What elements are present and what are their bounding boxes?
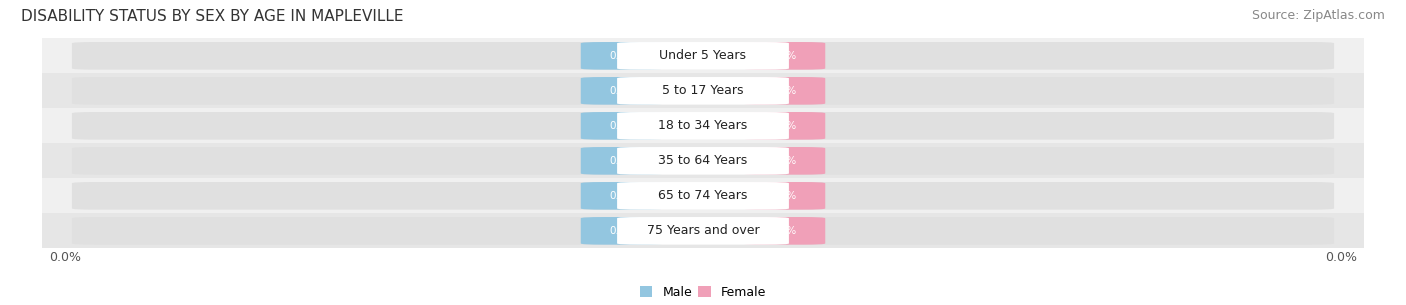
Bar — [42, 38, 1364, 73]
FancyBboxPatch shape — [72, 77, 1334, 105]
Text: 0.0%: 0.0% — [770, 226, 797, 236]
Text: 0.0%: 0.0% — [609, 226, 636, 236]
FancyBboxPatch shape — [72, 217, 1334, 245]
Text: 0.0%: 0.0% — [609, 86, 636, 96]
FancyBboxPatch shape — [742, 42, 825, 70]
FancyBboxPatch shape — [742, 112, 825, 140]
FancyBboxPatch shape — [617, 182, 789, 210]
Text: Source: ZipAtlas.com: Source: ZipAtlas.com — [1251, 9, 1385, 22]
Bar — [42, 73, 1364, 108]
FancyBboxPatch shape — [617, 112, 789, 140]
Bar — [42, 214, 1364, 248]
Text: 75 Years and over: 75 Years and over — [647, 224, 759, 237]
Text: 0.0%: 0.0% — [609, 156, 636, 166]
FancyBboxPatch shape — [581, 112, 664, 140]
Text: 18 to 34 Years: 18 to 34 Years — [658, 119, 748, 132]
Bar — [42, 143, 1364, 178]
Legend: Male, Female: Male, Female — [636, 281, 770, 304]
Bar — [42, 178, 1364, 213]
Text: 0.0%: 0.0% — [770, 51, 797, 61]
FancyBboxPatch shape — [72, 112, 1334, 140]
FancyBboxPatch shape — [581, 42, 664, 70]
Text: 5 to 17 Years: 5 to 17 Years — [662, 84, 744, 97]
Text: Under 5 Years: Under 5 Years — [659, 49, 747, 62]
Text: 0.0%: 0.0% — [609, 51, 636, 61]
FancyBboxPatch shape — [581, 182, 664, 210]
FancyBboxPatch shape — [581, 217, 664, 245]
Text: 0.0%: 0.0% — [770, 121, 797, 131]
FancyBboxPatch shape — [742, 217, 825, 245]
FancyBboxPatch shape — [72, 42, 1334, 70]
FancyBboxPatch shape — [742, 182, 825, 210]
Text: 0.0%: 0.0% — [609, 121, 636, 131]
FancyBboxPatch shape — [581, 147, 664, 175]
Text: 65 to 74 Years: 65 to 74 Years — [658, 189, 748, 202]
Text: 0.0%: 0.0% — [1326, 251, 1357, 264]
Bar — [42, 108, 1364, 143]
Text: 0.0%: 0.0% — [609, 191, 636, 201]
FancyBboxPatch shape — [581, 77, 664, 105]
FancyBboxPatch shape — [742, 77, 825, 105]
Text: 0.0%: 0.0% — [49, 251, 80, 264]
Text: 35 to 64 Years: 35 to 64 Years — [658, 154, 748, 167]
FancyBboxPatch shape — [617, 147, 789, 175]
FancyBboxPatch shape — [617, 217, 789, 245]
Text: 0.0%: 0.0% — [770, 191, 797, 201]
FancyBboxPatch shape — [617, 77, 789, 105]
Text: DISABILITY STATUS BY SEX BY AGE IN MAPLEVILLE: DISABILITY STATUS BY SEX BY AGE IN MAPLE… — [21, 9, 404, 24]
FancyBboxPatch shape — [617, 42, 789, 70]
FancyBboxPatch shape — [72, 147, 1334, 175]
Text: 0.0%: 0.0% — [770, 156, 797, 166]
Text: 0.0%: 0.0% — [770, 86, 797, 96]
FancyBboxPatch shape — [72, 182, 1334, 210]
FancyBboxPatch shape — [742, 147, 825, 175]
